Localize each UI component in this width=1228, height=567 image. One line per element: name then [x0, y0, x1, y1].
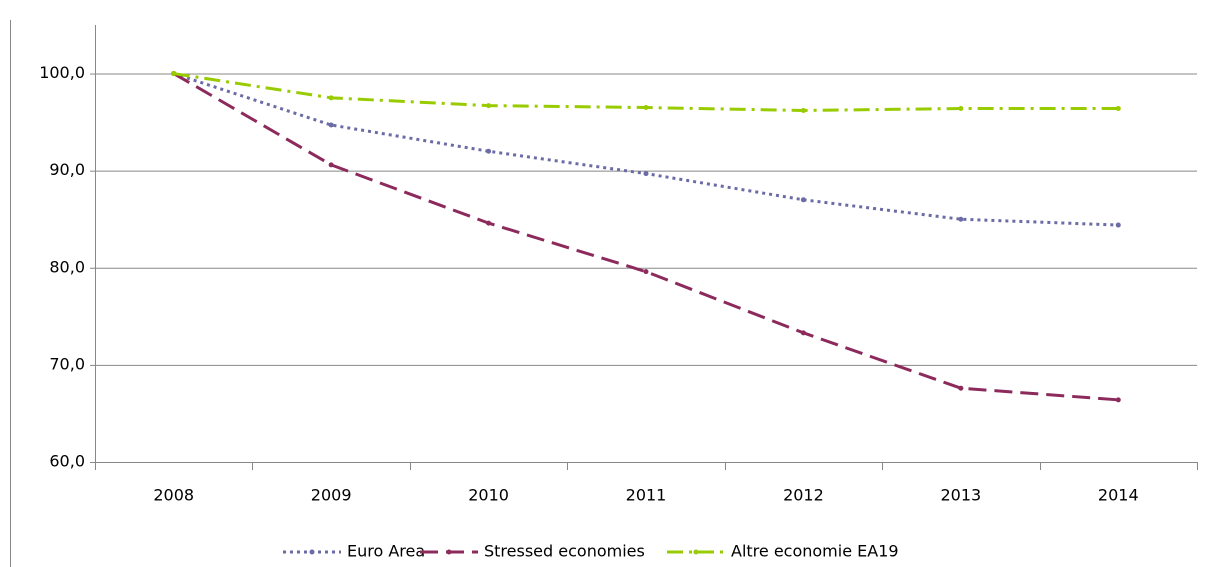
y-tick-label: 70,0	[49, 354, 85, 373]
legend-label: Stressed economies	[484, 542, 645, 561]
y-tick-label: 60,0	[49, 452, 85, 471]
legend-label: Euro Area	[347, 542, 425, 561]
data-point	[171, 71, 177, 77]
data-point	[486, 220, 492, 226]
y-tick-label: 90,0	[49, 160, 85, 179]
x-tick-label: 2010	[468, 486, 509, 505]
data-point	[800, 197, 806, 203]
x-tick-label: 2009	[311, 486, 352, 505]
data-point	[328, 162, 334, 168]
x-tick-label: 2011	[626, 486, 667, 505]
data-point	[486, 103, 492, 109]
data-point	[800, 107, 806, 113]
legend-marker	[693, 549, 699, 555]
data-point	[328, 122, 334, 128]
data-point	[800, 330, 806, 336]
data-point	[1115, 106, 1121, 112]
x-tick-label: 2008	[153, 486, 194, 505]
x-tick-label: 2014	[1098, 486, 1139, 505]
legend-marker	[446, 549, 452, 555]
data-point	[643, 171, 649, 177]
data-point	[643, 269, 649, 275]
legend-label: Altre economie EA19	[731, 542, 899, 561]
x-tick-label: 2013	[940, 486, 981, 505]
legend-marker	[309, 549, 315, 555]
data-point	[958, 106, 964, 112]
y-tick-label: 80,0	[49, 257, 85, 276]
data-point	[1115, 397, 1121, 403]
data-point	[958, 385, 964, 391]
data-point	[486, 148, 492, 154]
y-tick-label: 100,0	[39, 63, 85, 82]
x-tick-label: 2012	[783, 486, 824, 505]
data-point	[958, 216, 964, 222]
data-point	[1115, 222, 1121, 228]
data-point	[643, 105, 649, 111]
data-point	[328, 95, 334, 101]
